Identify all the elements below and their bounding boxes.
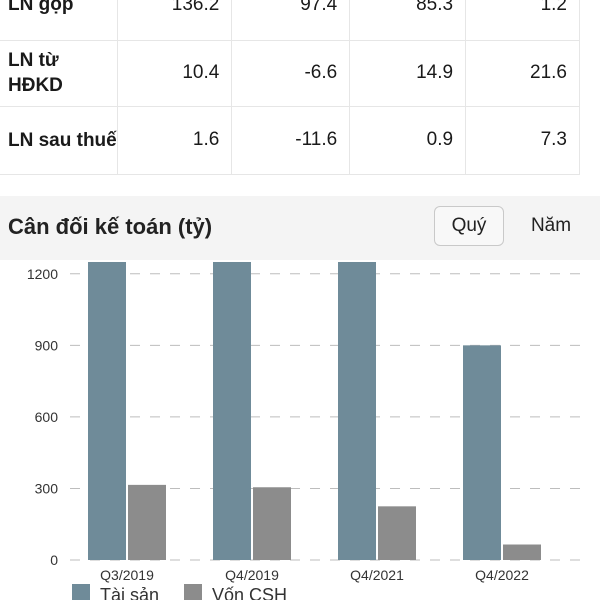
row-label: LN từ HĐKD — [0, 40, 119, 107]
bar — [253, 487, 291, 560]
table-cell: 85.3 — [349, 0, 467, 41]
balance-sheet-header: Cân đối kế toán (tỷ) Quý Năm — [0, 196, 600, 260]
bar — [463, 345, 501, 560]
y-tick-label: 1200 — [27, 266, 58, 282]
bar — [338, 262, 376, 560]
table-cell: 7.3 — [465, 106, 580, 175]
table-cell: 1.2 — [465, 0, 580, 41]
legend-label: Tài sản — [100, 585, 159, 600]
table-row: LN gộp 136.2 97.4 85.3 1.2 — [0, 0, 580, 41]
table-cell: 10.4 — [117, 40, 233, 107]
table-cell: -6.6 — [231, 40, 351, 107]
table-cell: 14.9 — [349, 40, 467, 107]
x-tick-label: Q4/2021 — [350, 567, 404, 583]
row-label: LN gộp — [0, 0, 119, 41]
table-cell: -11.6 — [231, 106, 351, 175]
bar-chart-svg: 030060090012001500Q3/2019Q4/2019Q4/2021Q… — [27, 262, 585, 600]
table-row: LN từ HĐKD 10.4 -6.6 14.9 21.6 — [0, 40, 580, 107]
quarter-toggle-button[interactable]: Quý — [434, 206, 504, 246]
table-cell: 136.2 — [117, 0, 233, 41]
y-tick-label: 300 — [35, 480, 59, 496]
table-row: LN sau thuế 1.6 -11.6 0.9 7.3 — [0, 106, 580, 175]
y-tick-label: 900 — [35, 337, 59, 353]
x-tick-label: Q3/2019 — [100, 567, 154, 583]
y-tick-label: 0 — [50, 552, 58, 568]
legend-swatch — [72, 584, 90, 600]
legend-label: Vốn CSH — [212, 585, 287, 600]
bar — [378, 506, 416, 560]
bar — [88, 262, 126, 560]
legend-swatch — [184, 584, 202, 600]
year-toggle-button[interactable]: Năm — [520, 206, 582, 246]
row-label: LN sau thuế — [0, 106, 119, 175]
table-cell: 21.6 — [465, 40, 580, 107]
x-tick-label: Q4/2022 — [475, 567, 529, 583]
table-cell: 97.4 — [231, 0, 351, 41]
bar — [128, 484, 166, 560]
y-tick-label: 600 — [35, 409, 59, 425]
bar — [503, 544, 541, 560]
x-tick-label: Q4/2019 — [225, 567, 279, 583]
section-title: Cân đối kế toán (tỷ) — [8, 214, 213, 239]
income-table: LN gộp 136.2 97.4 85.3 1.2 LN từ HĐKD 10… — [0, 0, 580, 175]
table-cell: 0.9 — [349, 106, 467, 175]
table-cell: 1.6 — [117, 106, 233, 175]
balance-chart: 030060090012001500Q3/2019Q4/2019Q4/2021Q… — [0, 262, 600, 600]
bar — [213, 262, 251, 560]
